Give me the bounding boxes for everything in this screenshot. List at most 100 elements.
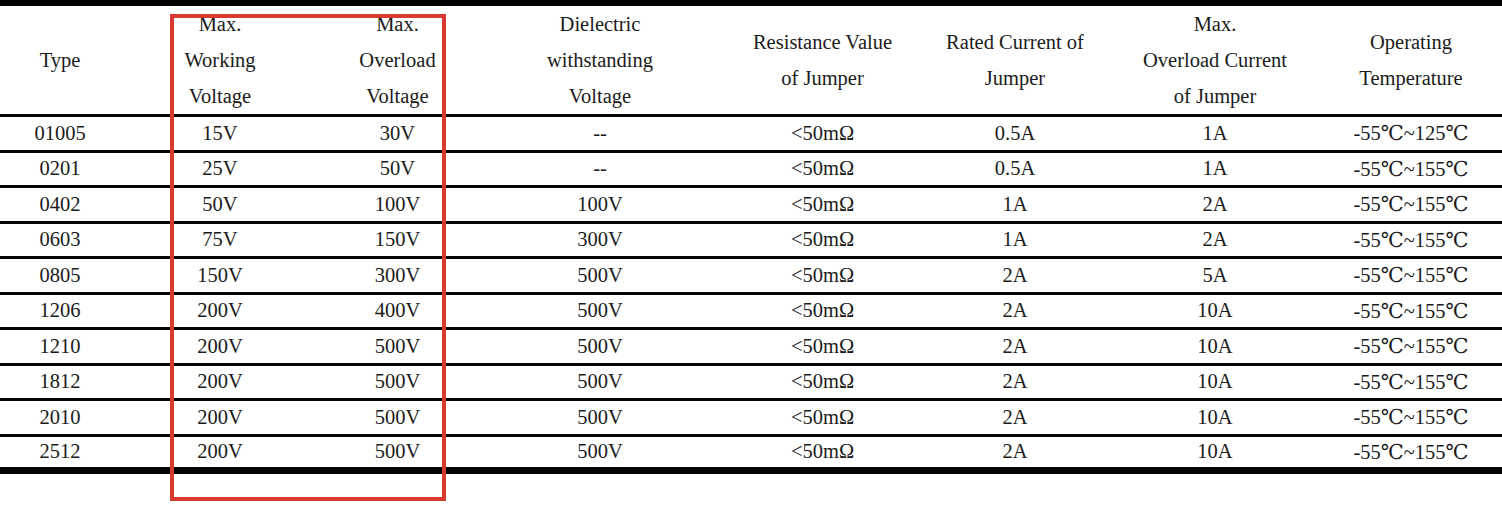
header-resistance-value: Resistance Value of Jumper — [725, 3, 920, 116]
table-cell: -55℃~155℃ — [1320, 364, 1502, 400]
header-operating-temperature: Operating Temperature — [1320, 3, 1502, 116]
table-cell: -55℃~155℃ — [1320, 329, 1502, 365]
table-cell: -- — [475, 151, 725, 187]
type-cell: 2010 — [0, 400, 120, 436]
table-cell: <50mΩ — [725, 116, 920, 152]
table-row: 1206 200V 400V 500V <50mΩ 2A 10A -55℃~15… — [0, 293, 1502, 329]
table-cell: 50V — [120, 187, 320, 223]
header-row: Type Max. Working Voltage Max. Overload … — [0, 3, 1502, 116]
table-cell: 100V — [320, 187, 475, 223]
table-cell: 2A — [920, 258, 1110, 294]
type-cell: 2512 — [0, 435, 120, 471]
table-cell: 2A — [920, 329, 1110, 365]
table-cell: 500V — [320, 364, 475, 400]
table-cell: -55℃~155℃ — [1320, 435, 1502, 471]
table-cell: 2A — [1110, 222, 1320, 258]
header-max-overload-voltage: Max. Overload Voltage — [320, 3, 475, 116]
table-row: 2512 200V 500V 500V <50mΩ 2A 10A -55℃~15… — [0, 435, 1502, 471]
table-cell: 300V — [320, 258, 475, 294]
table-cell: 200V — [120, 329, 320, 365]
table-body: 01005 15V 30V -- <50mΩ 0.5A 1A -55℃~125℃… — [0, 116, 1502, 471]
table-row: 0402 50V 100V 100V <50mΩ 1A 2A -55℃~155℃ — [0, 187, 1502, 223]
table-cell: 500V — [475, 364, 725, 400]
table-cell: 100V — [475, 187, 725, 223]
table-cell: <50mΩ — [725, 151, 920, 187]
table-cell: 75V — [120, 222, 320, 258]
type-cell: 1812 — [0, 364, 120, 400]
type-cell: 0805 — [0, 258, 120, 294]
table-cell: 150V — [320, 222, 475, 258]
table-row: 0603 75V 150V 300V <50mΩ 1A 2A -55℃~155℃ — [0, 222, 1502, 258]
table-cell: 1A — [1110, 116, 1320, 152]
table-cell: 1A — [920, 222, 1110, 258]
table-cell: <50mΩ — [725, 364, 920, 400]
type-cell: 1206 — [0, 293, 120, 329]
table-cell: -55℃~155℃ — [1320, 293, 1502, 329]
table-cell: <50mΩ — [725, 435, 920, 471]
table-cell: 10A — [1110, 400, 1320, 436]
table-row: 0805 150V 300V 500V <50mΩ 2A 5A -55℃~155… — [0, 258, 1502, 294]
table-cell: 2A — [1110, 187, 1320, 223]
table-cell: 2A — [920, 364, 1110, 400]
type-cell: 0603 — [0, 222, 120, 258]
table-cell: 500V — [475, 258, 725, 294]
type-cell: 0201 — [0, 151, 120, 187]
table-row: 01005 15V 30V -- <50mΩ 0.5A 1A -55℃~125℃ — [0, 116, 1502, 152]
table-cell: 25V — [120, 151, 320, 187]
table-cell: 0.5A — [920, 151, 1110, 187]
jumper-spec-table: Type Max. Working Voltage Max. Overload … — [0, 0, 1502, 474]
table-cell: <50mΩ — [725, 293, 920, 329]
table-cell: -- — [475, 116, 725, 152]
type-cell: 0402 — [0, 187, 120, 223]
table-cell: 150V — [120, 258, 320, 294]
table-cell: 10A — [1110, 293, 1320, 329]
table-cell: -55℃~125℃ — [1320, 116, 1502, 152]
table-row: 1812 200V 500V 500V <50mΩ 2A 10A -55℃~15… — [0, 364, 1502, 400]
table-cell: 200V — [120, 364, 320, 400]
table-cell: 500V — [475, 400, 725, 436]
jumper-spec-table-wrap: Type Max. Working Voltage Max. Overload … — [0, 0, 1502, 507]
table-cell: 10A — [1110, 364, 1320, 400]
table-row: 1210 200V 500V 500V <50mΩ 2A 10A -55℃~15… — [0, 329, 1502, 365]
table-cell: -55℃~155℃ — [1320, 187, 1502, 223]
table-cell: <50mΩ — [725, 400, 920, 436]
table-cell: 5A — [1110, 258, 1320, 294]
table-cell: 15V — [120, 116, 320, 152]
table-cell: 300V — [475, 222, 725, 258]
header-rated-current: Rated Current of Jumper — [920, 3, 1110, 116]
header-max-working-voltage: Max. Working Voltage — [120, 3, 320, 116]
table-cell: 500V — [320, 400, 475, 436]
table-cell: -55℃~155℃ — [1320, 151, 1502, 187]
table-cell: 500V — [475, 329, 725, 365]
table-cell: 50V — [320, 151, 475, 187]
type-cell: 1210 — [0, 329, 120, 365]
table-cell: 200V — [120, 293, 320, 329]
table-cell: 500V — [475, 435, 725, 471]
table-cell: 500V — [320, 329, 475, 365]
table-cell: -55℃~155℃ — [1320, 258, 1502, 294]
table-cell: <50mΩ — [725, 222, 920, 258]
table-cell: 10A — [1110, 435, 1320, 471]
table-cell: <50mΩ — [725, 329, 920, 365]
table-cell: 2A — [920, 400, 1110, 436]
table-cell: -55℃~155℃ — [1320, 400, 1502, 436]
table-cell: <50mΩ — [725, 187, 920, 223]
table-cell: 1A — [920, 187, 1110, 223]
table-cell: 0.5A — [920, 116, 1110, 152]
table-cell: 200V — [120, 400, 320, 436]
type-cell: 01005 — [0, 116, 120, 152]
table-cell: 400V — [320, 293, 475, 329]
table-row: 0201 25V 50V -- <50mΩ 0.5A 1A -55℃~155℃ — [0, 151, 1502, 187]
table-cell: 1A — [1110, 151, 1320, 187]
table-cell: 200V — [120, 435, 320, 471]
table-cell: 30V — [320, 116, 475, 152]
table-cell: -55℃~155℃ — [1320, 222, 1502, 258]
header-type: Type — [0, 3, 120, 116]
table-row: 2010 200V 500V 500V <50mΩ 2A 10A -55℃~15… — [0, 400, 1502, 436]
table-cell: 500V — [475, 293, 725, 329]
table-cell: 500V — [320, 435, 475, 471]
header-dielectric-withstanding-voltage: Dielectric withstanding Voltage — [475, 3, 725, 116]
table-cell: 10A — [1110, 329, 1320, 365]
table-cell: 2A — [920, 435, 1110, 471]
table-cell: 2A — [920, 293, 1110, 329]
